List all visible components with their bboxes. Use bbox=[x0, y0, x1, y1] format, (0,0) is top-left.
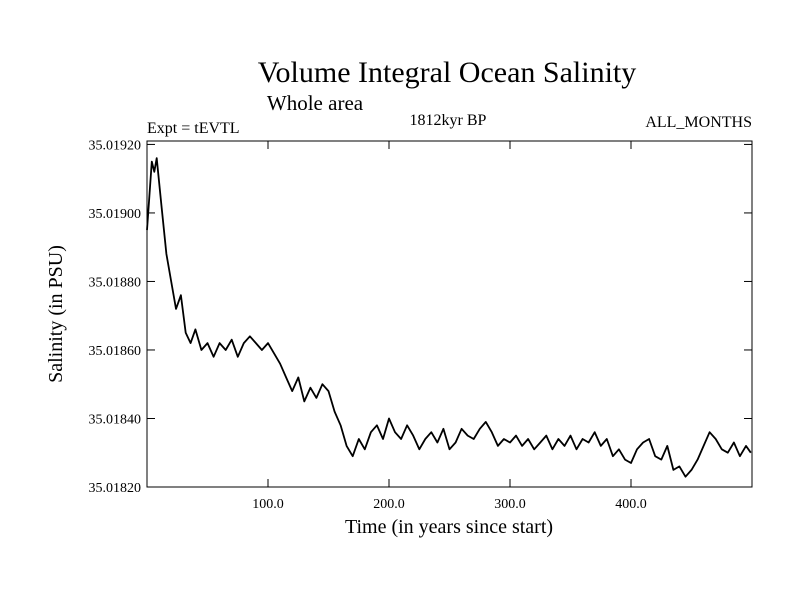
y-tick-label: 35.01840 bbox=[89, 412, 142, 427]
plot-frame bbox=[146, 140, 753, 488]
months-label: ALL_MONTHS bbox=[645, 114, 752, 131]
chart-title: Volume Integral Ocean Salinity bbox=[258, 56, 637, 89]
x-tick-label: 200.0 bbox=[373, 497, 405, 512]
period-label: 1812kyr BP bbox=[410, 112, 487, 129]
experiment-label: Expt = tEVTL bbox=[147, 120, 240, 137]
chart-subtitle: Whole area bbox=[267, 91, 364, 115]
y-tick-label: 35.01900 bbox=[89, 207, 142, 222]
x-tick-label: 400.0 bbox=[615, 497, 647, 512]
y-axis: 35.01820 35.01840 35.01860 35.01880 35.01900… bbox=[89, 138, 752, 496]
x-tick-label: 100.0 bbox=[252, 497, 284, 512]
y-axis-label: Salinity (in PSU) bbox=[45, 245, 67, 383]
x-tick-label: 300.0 bbox=[494, 497, 526, 512]
salinity-series-line bbox=[146, 157, 752, 478]
y-tick-label: 35.01920 bbox=[89, 138, 142, 153]
y-tick-label: 35.01860 bbox=[89, 344, 142, 359]
y-tick-label: 35.01880 bbox=[89, 275, 142, 290]
y-tick-label: 35.01820 bbox=[89, 481, 142, 496]
x-axis-label: Time (in years since start) bbox=[345, 516, 553, 538]
x-axis: 100.0 200.0 300.0 400.0 bbox=[252, 141, 647, 512]
